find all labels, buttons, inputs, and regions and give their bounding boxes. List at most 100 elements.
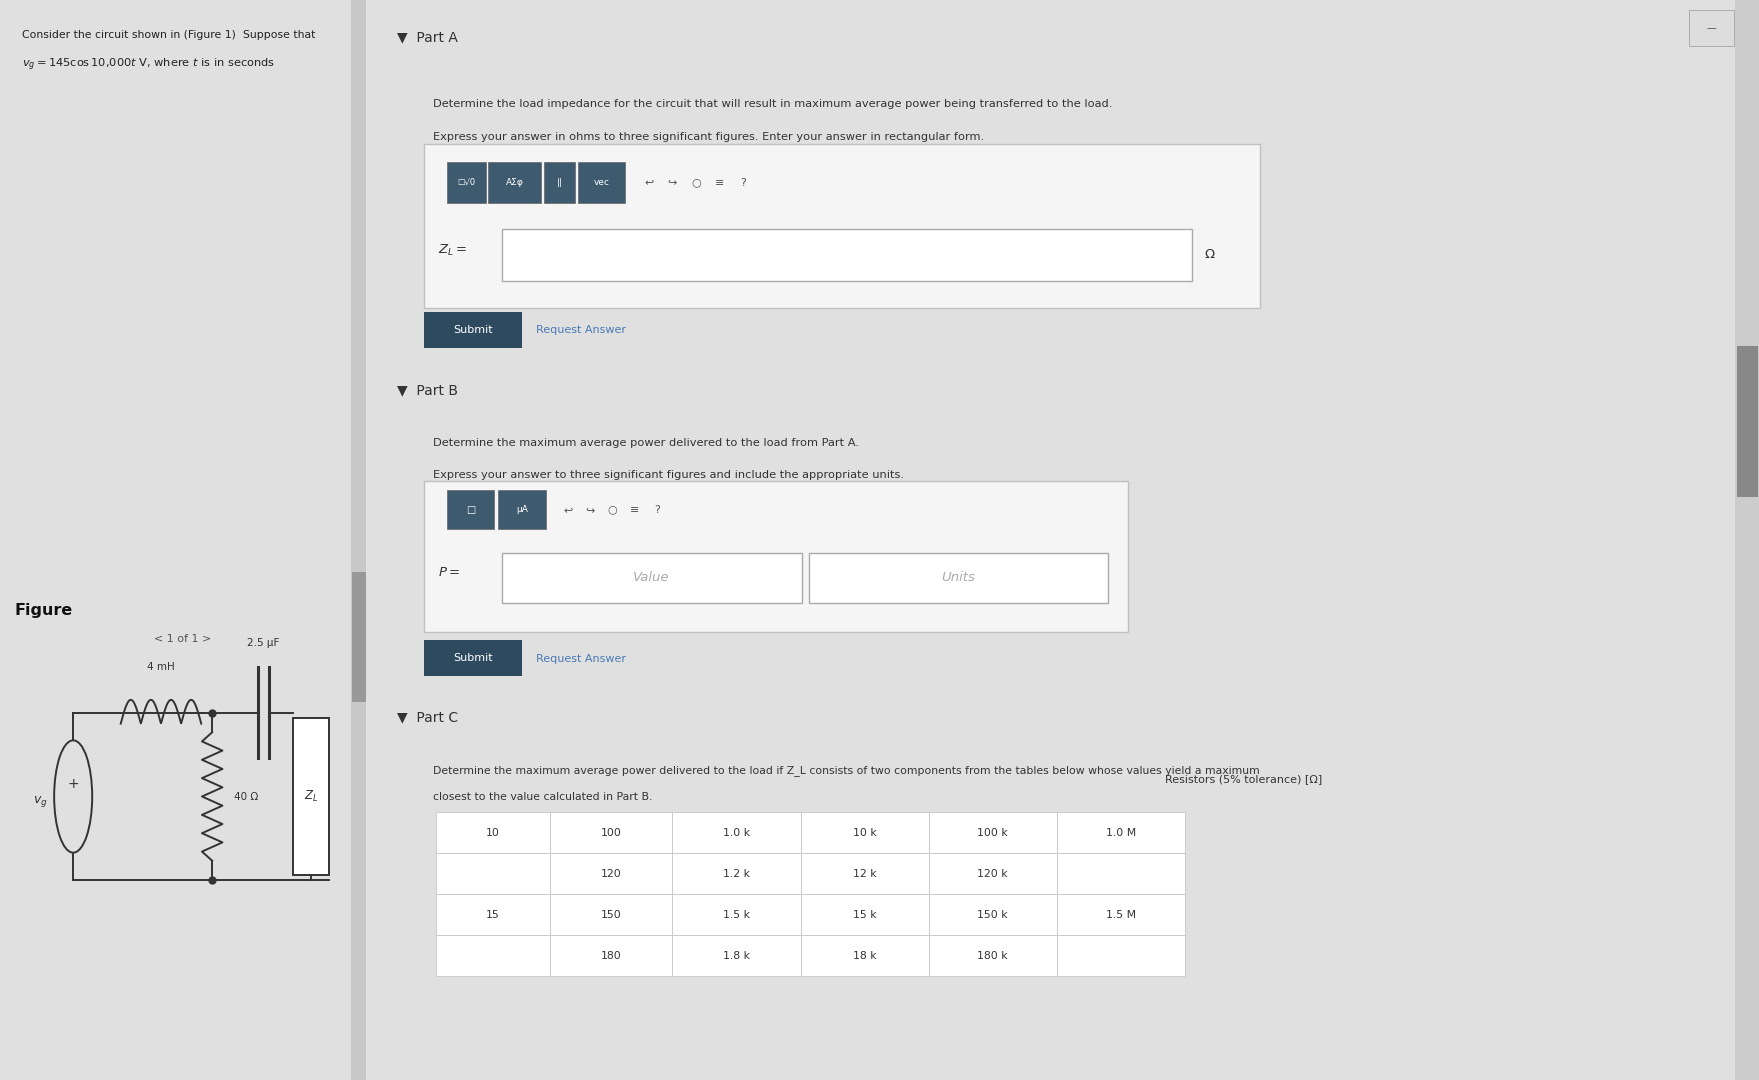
Text: —: — [1706, 23, 1717, 33]
Text: 1.8 k: 1.8 k [723, 950, 749, 961]
Text: ?: ? [741, 177, 746, 188]
Text: Determine the maximum average power delivered to the load from Part A.: Determine the maximum average power deli… [433, 438, 858, 448]
Text: ↪: ↪ [668, 177, 677, 188]
Text: 120 k: 120 k [978, 868, 1008, 879]
Text: $Z_L$: $Z_L$ [304, 789, 318, 804]
Text: ▼  Part A: ▼ Part A [396, 30, 457, 44]
Text: Determine the load impedance for the circuit that will result in maximum average: Determine the load impedance for the cir… [433, 99, 1112, 109]
FancyBboxPatch shape [1057, 894, 1186, 935]
Text: ☐√0: ☐√0 [457, 178, 475, 187]
Text: 180: 180 [600, 950, 621, 961]
Text: 12 k: 12 k [853, 868, 876, 879]
Text: vec: vec [593, 178, 609, 187]
Text: 1.0 M: 1.0 M [1106, 827, 1136, 838]
Text: 1.5 k: 1.5 k [723, 909, 749, 920]
Text: 10 k: 10 k [853, 827, 876, 838]
Text: 1.2 k: 1.2 k [723, 868, 749, 879]
FancyBboxPatch shape [672, 812, 800, 853]
Text: ▼  Part B: ▼ Part B [396, 383, 457, 397]
Text: 4 mH: 4 mH [148, 662, 174, 672]
Text: Figure: Figure [14, 603, 72, 618]
FancyBboxPatch shape [672, 853, 800, 894]
FancyBboxPatch shape [503, 553, 802, 603]
Text: ||: || [556, 178, 563, 187]
Text: 2.5 μF: 2.5 μF [248, 638, 280, 648]
Text: ↩: ↩ [563, 504, 573, 515]
Text: +: + [67, 777, 79, 791]
FancyBboxPatch shape [544, 162, 575, 203]
Text: 1.5 M: 1.5 M [1106, 909, 1136, 920]
FancyBboxPatch shape [929, 935, 1057, 976]
FancyBboxPatch shape [436, 812, 551, 853]
FancyBboxPatch shape [447, 162, 485, 203]
FancyBboxPatch shape [800, 894, 929, 935]
FancyBboxPatch shape [436, 935, 551, 976]
Text: 15: 15 [485, 909, 500, 920]
Text: 100 k: 100 k [978, 827, 1008, 838]
Text: Consider the circuit shown in (Figure 1)  Suppose that: Consider the circuit shown in (Figure 1)… [21, 30, 315, 40]
Text: ○: ○ [691, 177, 700, 188]
Text: 100: 100 [600, 827, 621, 838]
FancyBboxPatch shape [498, 490, 545, 529]
FancyBboxPatch shape [352, 0, 366, 1080]
Text: Ω: Ω [1205, 248, 1215, 261]
Text: Express your answer in ohms to three significant figures. Enter your answer in r: Express your answer in ohms to three sig… [433, 132, 983, 141]
FancyBboxPatch shape [424, 312, 522, 348]
FancyBboxPatch shape [424, 481, 1128, 632]
FancyBboxPatch shape [800, 853, 929, 894]
Text: 150 k: 150 k [978, 909, 1008, 920]
Text: ○: ○ [607, 504, 617, 515]
Text: 180 k: 180 k [978, 950, 1008, 961]
FancyBboxPatch shape [352, 572, 366, 702]
FancyBboxPatch shape [1736, 346, 1757, 497]
Text: ?: ? [654, 504, 660, 515]
FancyBboxPatch shape [672, 935, 800, 976]
Text: Request Answer: Request Answer [536, 653, 626, 664]
Text: □: □ [466, 504, 475, 515]
FancyBboxPatch shape [551, 812, 672, 853]
Text: Express your answer to three significant figures and include the appropriate uni: Express your answer to three significant… [433, 470, 904, 480]
FancyBboxPatch shape [424, 144, 1259, 308]
FancyBboxPatch shape [489, 162, 542, 203]
Text: ↩: ↩ [644, 177, 653, 188]
Text: 120: 120 [600, 868, 621, 879]
Text: AΣφ: AΣφ [507, 178, 524, 187]
FancyBboxPatch shape [1057, 853, 1186, 894]
FancyBboxPatch shape [1689, 10, 1734, 46]
FancyBboxPatch shape [929, 853, 1057, 894]
FancyBboxPatch shape [929, 894, 1057, 935]
FancyBboxPatch shape [1736, 0, 1759, 1080]
FancyBboxPatch shape [503, 229, 1193, 281]
Text: μȦ: μȦ [515, 505, 528, 514]
Text: $P =$: $P =$ [438, 566, 461, 579]
FancyBboxPatch shape [551, 894, 672, 935]
Text: 150: 150 [600, 909, 621, 920]
Text: Submit: Submit [454, 325, 493, 335]
Text: $v_g$: $v_g$ [33, 795, 47, 809]
FancyBboxPatch shape [577, 162, 624, 203]
FancyBboxPatch shape [929, 812, 1057, 853]
FancyBboxPatch shape [551, 935, 672, 976]
Text: 18 k: 18 k [853, 950, 876, 961]
Text: closest to the value calculated in Part B.: closest to the value calculated in Part … [433, 792, 653, 801]
Text: ↪: ↪ [586, 504, 595, 515]
FancyBboxPatch shape [800, 812, 929, 853]
Text: $Z_L =$: $Z_L =$ [438, 243, 468, 258]
FancyBboxPatch shape [800, 935, 929, 976]
FancyBboxPatch shape [809, 553, 1108, 603]
FancyBboxPatch shape [1057, 812, 1186, 853]
Text: Request Answer: Request Answer [536, 325, 626, 335]
FancyBboxPatch shape [424, 640, 522, 676]
Text: Submit: Submit [454, 653, 493, 663]
Text: ≡: ≡ [716, 177, 725, 188]
Text: Units: Units [941, 571, 974, 584]
FancyBboxPatch shape [436, 894, 551, 935]
FancyBboxPatch shape [672, 894, 800, 935]
Text: < 1 of 1 >: < 1 of 1 > [155, 634, 211, 645]
Text: ▼  Part C: ▼ Part C [396, 711, 457, 725]
Text: 10: 10 [485, 827, 500, 838]
FancyBboxPatch shape [447, 490, 494, 529]
Text: 40 Ω: 40 Ω [234, 792, 259, 801]
FancyBboxPatch shape [436, 853, 551, 894]
Text: Value: Value [633, 571, 670, 584]
